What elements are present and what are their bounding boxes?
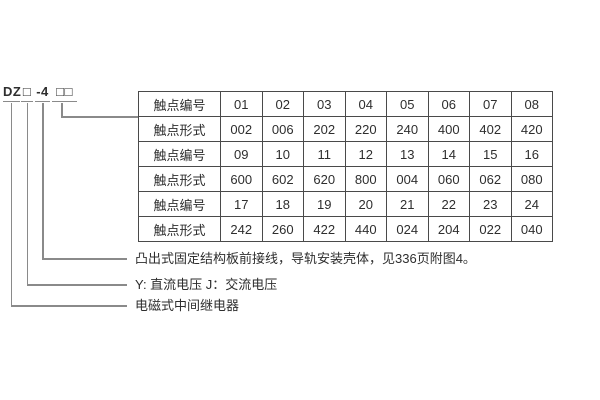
table-cell: 004 <box>386 166 429 192</box>
connector-series-vertical <box>10 103 12 305</box>
connector-structure-horizontal <box>42 258 127 260</box>
table-cell: 14 <box>427 141 470 167</box>
model-segment-structure: -4 <box>35 84 50 102</box>
connector-series-horizontal <box>10 305 127 307</box>
table-row: 触点编号 01 02 03 04 05 06 07 08 <box>138 91 553 117</box>
table-cell: 07 <box>469 91 512 117</box>
connector-voltage-horizontal <box>26 284 127 286</box>
callout-voltage-label: Y: 直流电压 J：交流电压 <box>135 277 278 292</box>
connector-contact-horizontal <box>61 116 139 118</box>
table-cell: 08 <box>510 91 553 117</box>
table-cell: 01 <box>220 91 263 117</box>
row-header-cell: 触点编号 <box>138 91 221 117</box>
table-cell: 006 <box>261 116 304 142</box>
table-cell: 04 <box>344 91 387 117</box>
table-cell: 02 <box>261 91 304 117</box>
table-cell: 202 <box>303 116 346 142</box>
table-cell: 002 <box>220 116 263 142</box>
table-cell: 062 <box>469 166 512 192</box>
table-cell: 20 <box>344 191 387 217</box>
table-cell: 17 <box>220 191 263 217</box>
table-row: 触点编号 09 10 11 12 13 14 15 16 <box>138 141 553 167</box>
table-cell: 21 <box>386 191 429 217</box>
table-cell: 022 <box>469 216 512 242</box>
table-cell: 15 <box>469 141 512 167</box>
table-cell: 060 <box>427 166 470 192</box>
table-cell: 220 <box>344 116 387 142</box>
row-header-cell: 触点形式 <box>138 216 221 242</box>
table-cell: 204 <box>427 216 470 242</box>
table-cell: 602 <box>261 166 304 192</box>
connector-structure-vertical <box>42 103 44 258</box>
table-cell: 440 <box>344 216 387 242</box>
table-cell: 420 <box>510 116 553 142</box>
table-cell: 09 <box>220 141 263 167</box>
model-segment-series: DZ <box>3 84 21 102</box>
table-cell: 260 <box>261 216 304 242</box>
contact-table: 触点编号 01 02 03 04 05 06 07 08 触点形式 002 006 202 220 240 4… <box>138 91 553 242</box>
connector-voltage-vertical <box>26 103 28 284</box>
table-cell: 620 <box>303 166 346 192</box>
table-cell: 402 <box>469 116 512 142</box>
connector-contact-vertical <box>61 103 63 116</box>
table-cell: 16 <box>510 141 553 167</box>
row-header-cell: 触点编号 <box>138 141 221 167</box>
table-row: 触点形式 600 602 620 800 004 060 062 080 <box>138 166 553 192</box>
table-cell: 13 <box>386 141 429 167</box>
row-header-cell: 触点形式 <box>138 166 221 192</box>
table-cell: 24 <box>510 191 553 217</box>
table-cell: 024 <box>386 216 429 242</box>
model-segment-contact-code: □□ <box>52 84 77 102</box>
table-cell: 19 <box>303 191 346 217</box>
table-row: 触点形式 002 006 202 220 240 400 402 420 <box>138 116 553 142</box>
table-cell: 600 <box>220 166 263 192</box>
table-cell: 400 <box>427 116 470 142</box>
table-cell: 422 <box>303 216 346 242</box>
table-cell: 05 <box>386 91 429 117</box>
row-header-cell: 触点形式 <box>138 116 221 142</box>
table-cell: 800 <box>344 166 387 192</box>
table-cell: 11 <box>303 141 346 167</box>
table-cell: 18 <box>261 191 304 217</box>
table-cell: 23 <box>469 191 512 217</box>
table-cell: 06 <box>427 91 470 117</box>
table-cell: 242 <box>220 216 263 242</box>
table-row: 触点编号 17 18 19 20 21 22 23 24 <box>138 191 553 217</box>
table-cell: 10 <box>261 141 304 167</box>
table-cell: 22 <box>427 191 470 217</box>
callout-structure-label: 凸出式固定结构板前接线，导轨安装壳体，见336页附图4。 <box>135 251 476 266</box>
table-cell: 080 <box>510 166 553 192</box>
table-row: 触点形式 242 260 422 440 024 204 022 040 <box>138 216 553 242</box>
table-cell: 240 <box>386 116 429 142</box>
contact-table-body: 触点编号 01 02 03 04 05 06 07 08 触点形式 002 006 202 220 240 4… <box>138 91 553 242</box>
row-header-cell: 触点编号 <box>138 191 221 217</box>
table-cell: 040 <box>510 216 553 242</box>
model-segment-voltage-code: □ <box>21 84 33 102</box>
table-cell: 03 <box>303 91 346 117</box>
callout-series-label: 电磁式中间继电器 <box>135 298 240 313</box>
table-cell: 12 <box>344 141 387 167</box>
